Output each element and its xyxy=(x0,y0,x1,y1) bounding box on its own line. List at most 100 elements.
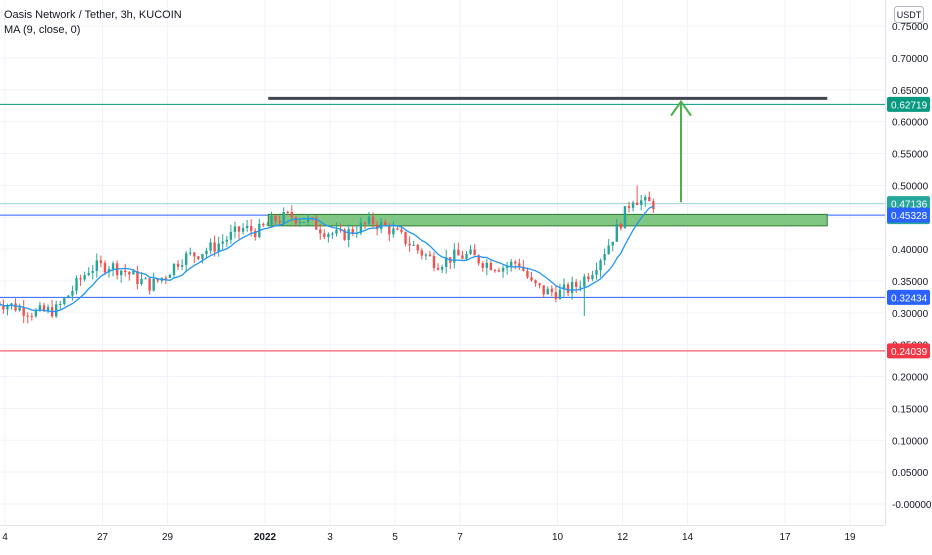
candle-body[interactable] xyxy=(526,270,529,278)
candle-body[interactable] xyxy=(627,206,631,208)
candle-body[interactable] xyxy=(461,255,464,259)
candle-body[interactable] xyxy=(225,239,229,242)
indicator-title[interactable]: MA (9, close, 0) xyxy=(4,24,81,36)
candle-body[interactable] xyxy=(201,254,204,259)
candle-body[interactable] xyxy=(623,206,627,229)
candle-body[interactable] xyxy=(465,253,468,259)
candle-body[interactable] xyxy=(363,222,367,224)
candle-body[interactable] xyxy=(428,254,432,257)
candle-body[interactable] xyxy=(176,263,180,267)
candle-body[interactable] xyxy=(384,222,387,226)
candle-body[interactable] xyxy=(282,211,285,223)
candle-body[interactable] xyxy=(14,303,17,311)
candle-body[interactable] xyxy=(522,266,525,271)
support-zone-rectangle[interactable] xyxy=(267,213,828,227)
candle-body[interactable] xyxy=(367,216,371,224)
candle-body[interactable] xyxy=(631,202,635,208)
candle-body[interactable] xyxy=(546,288,549,295)
candle-body[interactable] xyxy=(570,281,574,294)
candle-body[interactable] xyxy=(473,249,476,256)
candle-body[interactable] xyxy=(574,281,578,287)
candle-body[interactable] xyxy=(509,261,513,266)
candle-body[interactable] xyxy=(245,225,249,229)
candle-body[interactable] xyxy=(335,229,338,234)
candle-body[interactable] xyxy=(327,234,330,237)
price-label-value[interactable]: 0.62719 xyxy=(891,100,928,111)
candle-body[interactable] xyxy=(124,270,127,273)
candle-body[interactable] xyxy=(249,225,253,231)
candle-body[interactable] xyxy=(42,305,46,311)
candle-body[interactable] xyxy=(26,315,29,317)
candle-body[interactable] xyxy=(644,196,647,201)
candle-body[interactable] xyxy=(615,223,619,242)
candle-body[interactable] xyxy=(323,233,326,237)
candle-body[interactable] xyxy=(457,249,460,256)
candle-body[interactable] xyxy=(562,284,566,290)
candle-body[interactable] xyxy=(213,242,216,252)
candle-body[interactable] xyxy=(469,249,472,254)
candle-body[interactable] xyxy=(168,274,172,278)
candle-body[interactable] xyxy=(497,270,501,272)
target-arrow-head[interactable] xyxy=(670,99,692,117)
candle-body[interactable] xyxy=(221,241,224,244)
candle-body[interactable] xyxy=(635,202,639,205)
candle-body[interactable] xyxy=(554,292,558,300)
candle-body[interactable] xyxy=(558,289,562,300)
candle-body[interactable] xyxy=(278,221,281,223)
candle-body[interactable] xyxy=(237,226,241,232)
candle-body[interactable] xyxy=(388,225,391,235)
candle-body[interactable] xyxy=(79,278,82,280)
candle-body[interactable] xyxy=(375,224,379,230)
candle-body[interactable] xyxy=(254,230,257,238)
price-label-value[interactable]: 0.45328 xyxy=(891,211,928,222)
candle-body[interactable] xyxy=(501,267,505,272)
candle-body[interactable] xyxy=(164,277,168,279)
candle-body[interactable] xyxy=(595,270,598,275)
candle-body[interactable] xyxy=(217,243,220,252)
candle-body[interactable] xyxy=(286,211,289,213)
candle-body[interactable] xyxy=(6,305,9,310)
candle-body[interactable] xyxy=(648,196,651,202)
candle-body[interactable] xyxy=(197,256,200,259)
candle-body[interactable] xyxy=(152,279,155,291)
candle-body[interactable] xyxy=(599,260,602,271)
candle-body[interactable] xyxy=(444,257,448,267)
candle-body[interactable] xyxy=(542,285,545,295)
candle-body[interactable] xyxy=(270,215,273,225)
candle-body[interactable] xyxy=(493,270,497,272)
candle-body[interactable] xyxy=(534,280,537,284)
candle-body[interactable] xyxy=(294,217,298,224)
candle-body[interactable] xyxy=(412,244,415,246)
candle-body[interactable] xyxy=(607,245,610,255)
symbol-title[interactable]: Oasis Network / Tether, 3h, KUCOIN xyxy=(4,9,182,21)
candle-body[interactable] xyxy=(148,278,151,291)
candle-body[interactable] xyxy=(136,271,139,285)
candle-body[interactable] xyxy=(566,284,570,294)
candle-body[interactable] xyxy=(189,252,192,254)
candle-body[interactable] xyxy=(514,261,517,264)
candle-body[interactable] xyxy=(63,298,66,305)
price-label-value[interactable]: 0.24039 xyxy=(891,347,928,358)
candle-body[interactable] xyxy=(59,304,62,306)
candle-body[interactable] xyxy=(440,266,444,270)
candle-body[interactable] xyxy=(193,252,196,257)
candle-body[interactable] xyxy=(489,262,493,271)
price-label-badge[interactable] xyxy=(887,343,930,359)
candle-body[interactable] xyxy=(302,221,306,223)
candle-body[interactable] xyxy=(347,229,350,240)
currency-button[interactable] xyxy=(894,6,924,23)
candle-body[interactable] xyxy=(30,316,34,318)
candle-body[interactable] xyxy=(233,226,237,232)
candle-body[interactable] xyxy=(71,290,74,296)
candle-body[interactable] xyxy=(453,249,456,263)
candle-body[interactable] xyxy=(550,288,554,293)
candle-body[interactable] xyxy=(351,229,354,234)
currency-label[interactable]: USDT xyxy=(897,10,922,20)
candle-body[interactable] xyxy=(46,307,50,311)
price-label-value[interactable]: 0.47136 xyxy=(891,200,928,211)
candle-body[interactable] xyxy=(2,306,5,310)
candle-body[interactable] xyxy=(339,229,342,231)
candle-body[interactable] xyxy=(241,228,245,232)
candle-body[interactable] xyxy=(538,283,541,286)
